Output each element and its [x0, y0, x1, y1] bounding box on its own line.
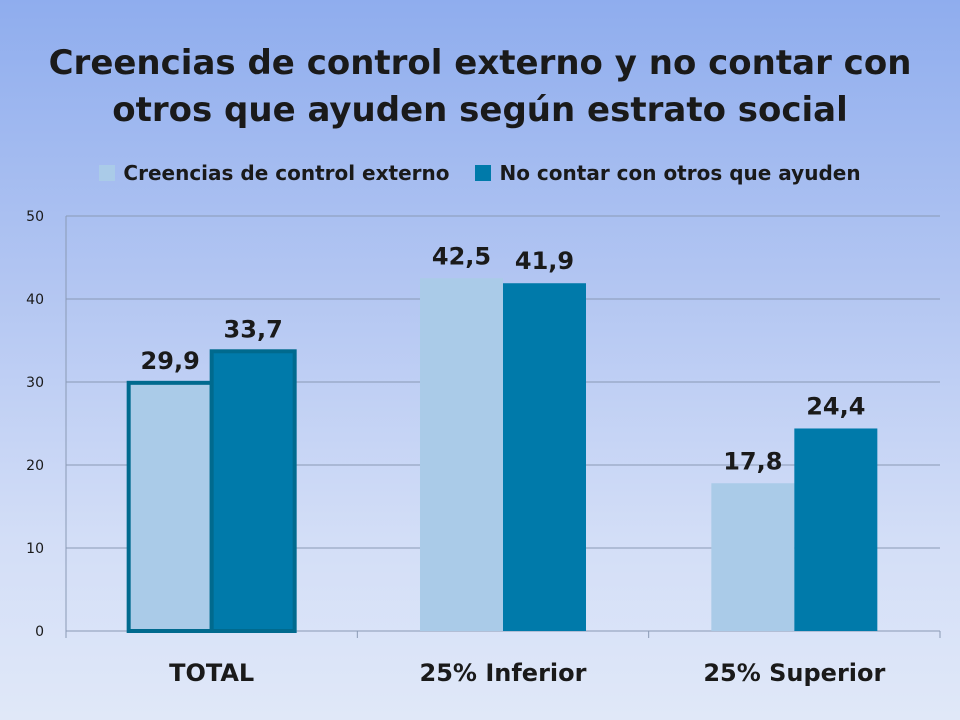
chart-title-line-1: Creencias de control externo y no contar… [48, 43, 912, 83]
data-label: 41,9 [515, 247, 574, 275]
x-tick-label: 25% Superior [703, 659, 885, 687]
legend-swatch-series-1 [99, 165, 116, 181]
bar-series-1-0 [126, 380, 214, 633]
data-label: 24,4 [806, 392, 865, 420]
y-tick-label: 10 [26, 541, 44, 557]
x-tick-label: 25% Inferior [420, 659, 587, 687]
chart-title-line-2: otros que ayuden según estrato social [112, 90, 848, 130]
x-tick-label: TOTAL [169, 659, 254, 687]
legend-swatch-series-2 [475, 165, 492, 181]
y-tick-label: 50 [26, 209, 44, 225]
y-tick-label: 0 [35, 624, 44, 640]
chart-title: Creencias de control externo y no contar… [0, 40, 960, 134]
data-label: 33,7 [224, 315, 283, 343]
y-tick-label: 20 [26, 458, 44, 474]
bar-series-1-1 [420, 278, 503, 631]
data-label: 29,9 [141, 347, 200, 375]
data-label: 42,5 [432, 242, 491, 270]
bar-series-2-2 [794, 428, 878, 631]
data-label: 17,8 [723, 447, 782, 475]
y-tick-label: 30 [26, 375, 44, 391]
legend-label-series-2: No contar con otros que ayuden [499, 161, 861, 185]
bar-series-2-0 [209, 349, 297, 633]
legend-label-series-1: Creencias de control externo [123, 161, 450, 185]
legend-item-series-1: Creencias de control externo [99, 161, 449, 185]
bar-series-2-1 [503, 283, 586, 631]
chart-legend: Creencias de control externo No contar c… [0, 158, 960, 188]
y-tick-label: 40 [26, 292, 44, 308]
legend-item-series-2: No contar con otros que ayuden [475, 161, 861, 185]
bar-series-1-2 [711, 483, 795, 631]
